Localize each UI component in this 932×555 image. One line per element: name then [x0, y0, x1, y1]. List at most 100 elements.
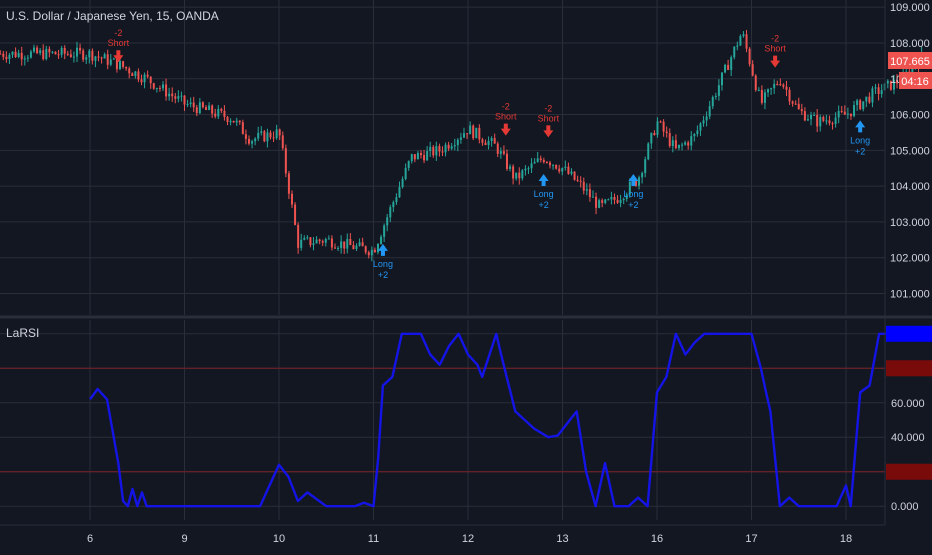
indicator-title: LaRSI: [6, 326, 39, 340]
candle-body: [229, 120, 232, 123]
candle-body: [54, 51, 57, 55]
candle-body: [158, 87, 161, 89]
candle-body: [585, 189, 588, 191]
candle-body: [290, 193, 293, 205]
y-tick-label-main: 102.000: [890, 253, 930, 265]
candle-body: [548, 162, 551, 166]
candle-body: [389, 207, 392, 218]
candle-body: [813, 114, 816, 116]
candle-body: [665, 131, 668, 134]
candle-body: [198, 102, 201, 114]
candle-body: [450, 146, 453, 149]
candle-body: [846, 113, 849, 115]
candle-body: [303, 238, 306, 240]
candle-body: [395, 197, 398, 203]
candle-body: [754, 75, 757, 91]
candle-body: [579, 180, 582, 182]
candle-body: [392, 202, 395, 208]
candle-body: [183, 95, 186, 105]
candle-body: [410, 154, 413, 162]
candle-body: [223, 110, 226, 117]
candle-body: [327, 238, 330, 240]
candle-body: [674, 140, 677, 149]
candle-body: [214, 113, 217, 117]
candle-body: [232, 120, 235, 123]
candle-body: [539, 158, 542, 161]
candle-body: [800, 109, 803, 112]
candle-body: [266, 132, 269, 142]
candle-body: [94, 56, 97, 61]
candle-body: [576, 179, 579, 181]
candle-body: [478, 127, 481, 140]
candle-body: [714, 95, 717, 98]
candle-body: [886, 80, 889, 84]
x-tick-label: 6: [87, 533, 93, 545]
candle-body: [300, 239, 303, 248]
candle-body: [306, 237, 309, 239]
short-signal-value: -2: [771, 34, 779, 44]
long-arrow-icon: [628, 174, 639, 187]
candle-body: [767, 89, 770, 93]
y-tick-label-indicator: 60.000: [891, 398, 925, 410]
candle-body: [708, 106, 711, 117]
x-tick-label: 12: [462, 533, 474, 545]
candle-body: [444, 144, 447, 153]
candle-body: [720, 72, 723, 86]
level-badge-bg: [886, 463, 932, 480]
candle-body: [380, 236, 383, 244]
long-signal-value: +2: [538, 200, 548, 210]
candle-body: [284, 148, 287, 174]
candle-body: [66, 53, 69, 55]
candle-body: [619, 200, 622, 203]
candle-body: [263, 131, 266, 142]
candle-body: [287, 173, 290, 194]
candle-body: [220, 108, 223, 111]
candle-body: [773, 84, 776, 89]
candle-body: [85, 57, 88, 60]
candle-body: [853, 105, 856, 117]
candle-body: [72, 56, 75, 58]
candle-body: [48, 48, 51, 53]
candle-body: [770, 88, 773, 90]
candle-body: [816, 114, 819, 127]
candle-body: [324, 239, 327, 243]
candle-body: [321, 241, 324, 243]
candle-body: [564, 166, 567, 168]
candle-body: [834, 117, 837, 124]
long-signal-label: Long: [373, 259, 393, 269]
candle-body: [330, 238, 333, 248]
candle-body: [472, 125, 475, 139]
candle-body: [152, 83, 155, 89]
candle-body: [367, 252, 370, 256]
candle-body: [137, 71, 140, 80]
candle-body: [238, 120, 241, 123]
long-arrow-icon: [377, 243, 388, 256]
candle-body: [552, 164, 555, 166]
candle-body: [739, 36, 742, 46]
level-badge-bg: [886, 360, 932, 377]
candle-body: [346, 238, 349, 249]
candle-body: [843, 111, 846, 115]
candle-body: [370, 249, 373, 256]
candle-body: [545, 162, 548, 164]
candle-body: [877, 87, 880, 95]
x-tick-label: 11: [368, 533, 379, 545]
candle-body: [591, 196, 594, 198]
candle-body: [825, 120, 828, 122]
candle-body: [760, 89, 763, 103]
candle-body: [131, 73, 134, 77]
candle-body: [29, 51, 32, 58]
candle-body: [76, 47, 79, 57]
candle-body: [699, 123, 702, 131]
candle-body: [398, 187, 401, 198]
candle-body: [115, 58, 118, 70]
candle-body: [558, 168, 561, 172]
candle-body: [14, 51, 17, 58]
candle-body: [659, 121, 662, 123]
candle-body: [128, 68, 131, 74]
main-title: U.S. Dollar / Japanese Yen, 15, OANDA: [6, 9, 219, 23]
candle-body: [91, 50, 94, 61]
candle-body: [82, 50, 85, 60]
y-tick-label-main: 101.000: [890, 289, 930, 301]
